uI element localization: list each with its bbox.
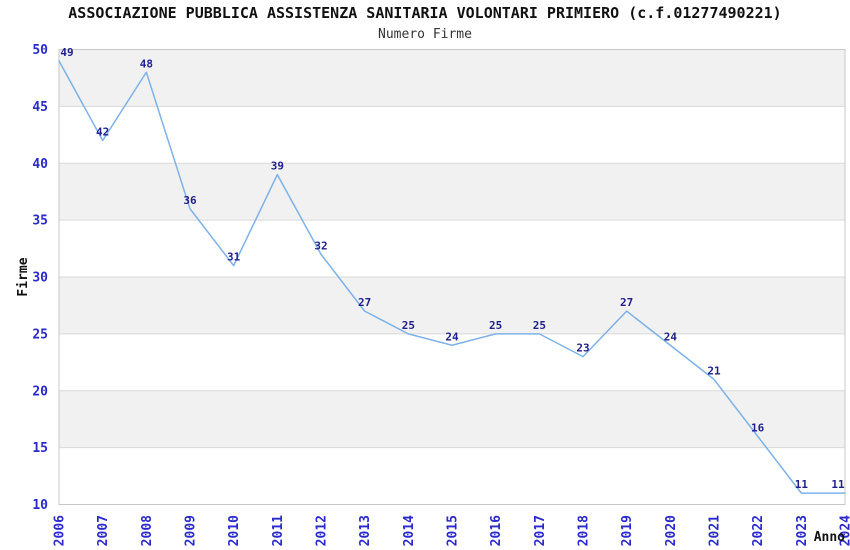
x-tick-label: 2014 [402,515,417,546]
x-tick-label: 2012 [315,515,330,546]
x-tick-label: 2007 [96,515,111,546]
grid-band [59,390,845,448]
x-tick-label: 2016 [489,515,504,546]
point-label: 36 [183,194,197,207]
x-tick-label: 2015 [446,515,461,546]
grid-band [59,333,845,391]
grid-band [59,220,845,277]
y-tick-label: 45 [32,100,48,115]
point-label: 21 [707,364,721,377]
y-tick-label: 20 [32,384,48,399]
x-tick-label: 2019 [620,515,635,546]
y-tick-label: 15 [32,441,48,456]
x-tick-label: 2011 [271,515,286,546]
y-tick-label: 35 [32,214,48,229]
x-tick-label: 2013 [358,515,373,546]
grid-band [59,106,845,164]
x-tick-label: 2022 [751,515,766,546]
x-tick-label: 2008 [140,515,155,546]
y-tick-label: 25 [32,327,48,342]
x-tick-label: 2021 [708,515,723,546]
point-label: 11 [795,478,809,491]
x-tick-label: 2009 [184,515,199,546]
point-label: 42 [96,126,109,139]
x-tick-label: 2020 [664,515,679,546]
chart-subtitle: Numero Firme [378,27,472,42]
grid-band [59,447,845,505]
point-label: 25 [533,319,546,332]
point-label: 24 [664,330,678,343]
x-tick-label: 2024 [839,515,850,546]
x-tick-label: 2010 [227,515,242,546]
point-label: 27 [358,296,371,309]
x-tick-label: 2018 [577,515,592,546]
y-tick-label: 50 [32,43,48,58]
y-tick-label: 30 [32,271,48,286]
point-label: 49 [60,46,73,59]
point-label: 39 [271,160,284,173]
point-label: 16 [751,421,765,434]
point-label: 11 [831,478,845,491]
y-tick-label: 10 [32,498,48,513]
plot-border [58,49,846,505]
point-label: 24 [445,330,459,343]
point-label: 31 [227,251,241,264]
y-tick-label: 40 [32,157,48,172]
point-label: 25 [402,319,415,332]
x-axis-title: Anno [814,530,845,545]
x-tick-label: 2023 [795,515,810,546]
chart-title: ASSOCIAZIONE PUBBLICA ASSISTENZA SANITAR… [68,4,782,22]
point-label: 27 [620,296,633,309]
point-label: 23 [576,342,589,355]
point-label: 32 [314,239,327,252]
grid-band [59,163,845,221]
point-label: 25 [489,319,502,332]
x-tick-label: 2017 [533,515,548,546]
grid-band [59,49,845,107]
point-label: 48 [140,57,153,70]
data-line [58,60,846,494]
y-axis-title: Firme [16,257,31,296]
grid-band [59,277,845,334]
x-tick-label: 2006 [53,515,68,546]
